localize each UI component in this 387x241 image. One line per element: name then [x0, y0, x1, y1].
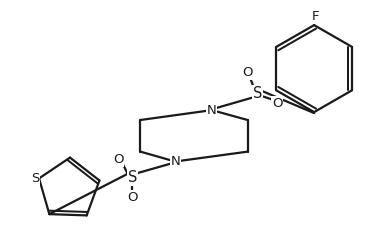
Text: O: O: [127, 191, 138, 204]
Text: S: S: [253, 86, 262, 101]
Text: S: S: [128, 170, 137, 185]
Text: N: N: [207, 104, 217, 117]
Text: O: O: [242, 66, 253, 79]
Text: N: N: [170, 155, 180, 168]
Text: O: O: [113, 153, 124, 166]
Text: O: O: [272, 97, 283, 110]
Text: F: F: [312, 10, 319, 23]
Text: S: S: [31, 172, 39, 185]
